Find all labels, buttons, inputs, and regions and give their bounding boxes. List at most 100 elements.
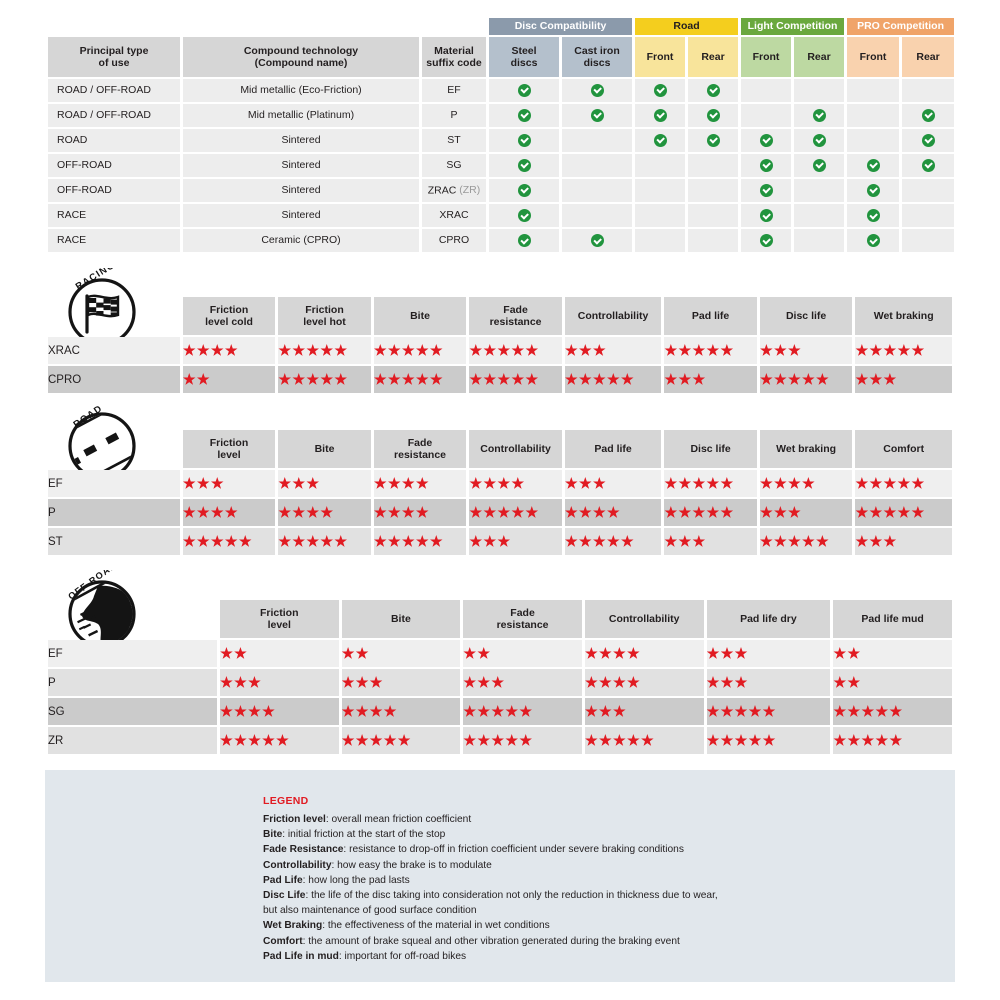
star-icon xyxy=(585,647,598,659)
star-icon xyxy=(196,344,210,356)
star-icon xyxy=(869,373,883,385)
cell-compound-technology: Mid metallic (Platinum) xyxy=(183,104,419,127)
star-icon xyxy=(210,535,224,547)
star-icon xyxy=(511,506,525,518)
star-icon xyxy=(430,373,443,385)
star-icon xyxy=(278,506,291,518)
star-rating xyxy=(463,676,582,689)
cell-compatible xyxy=(489,204,559,228)
cell-principal-type: OFF-ROAD xyxy=(48,179,180,203)
offroad-rating-cell xyxy=(463,669,582,696)
check-icon xyxy=(706,133,720,147)
star-rating xyxy=(463,647,582,660)
racing-rating-cell xyxy=(182,366,276,393)
star-icon xyxy=(505,734,518,746)
legend-text: : the effectiveness of the material in w… xyxy=(322,920,550,932)
star-rating xyxy=(664,535,757,548)
cast-iron-discs-header: Cast iron discs xyxy=(562,37,633,77)
star-icon xyxy=(734,676,748,688)
star-icon xyxy=(911,506,925,518)
cell-material-suffix-code: XRAC xyxy=(422,204,486,228)
star-icon xyxy=(585,734,598,746)
star-icon xyxy=(477,647,490,659)
cell-compatible xyxy=(635,104,686,127)
road-rating-cell xyxy=(182,499,276,526)
table-row: ROAD / OFF-ROAD Mid metallic (Eco-Frictio… xyxy=(48,79,955,102)
legend-entry: Pad Life in mud: important for off-road … xyxy=(263,949,883,964)
check-icon xyxy=(590,83,604,97)
star-icon xyxy=(416,373,429,385)
material-suffix-header: Material suffix code xyxy=(422,37,486,77)
star-rating xyxy=(833,705,952,718)
star-icon xyxy=(463,676,476,688)
star-rating xyxy=(374,535,467,548)
star-icon xyxy=(388,477,401,489)
racing-rating-cell xyxy=(564,366,662,393)
star-icon xyxy=(897,506,911,518)
table-row: RACE Sintered XRAC xyxy=(48,204,955,228)
star-icon xyxy=(774,477,787,489)
offroad-row-label: EF xyxy=(48,640,217,667)
star-icon xyxy=(706,734,720,746)
racing-header-row: Friction level cold Friction level hot Bite F… xyxy=(48,297,952,335)
star-icon xyxy=(720,344,734,356)
star-icon xyxy=(511,373,525,385)
cell-not-compatible xyxy=(902,179,955,203)
legend-text: : the amount of brake squeal and other v… xyxy=(302,935,680,947)
cell-compound-technology: Sintered xyxy=(183,129,419,152)
compound-technology-header: Compound technology (Compound name) xyxy=(183,37,419,77)
cell-principal-type: RACE xyxy=(48,229,180,253)
star-rating xyxy=(585,705,704,718)
racing-column-header: Bite xyxy=(373,297,467,335)
star-rating xyxy=(565,477,662,490)
racing-row-label: CPRO xyxy=(48,366,180,393)
star-icon xyxy=(607,535,620,547)
cell-not-compatible xyxy=(741,104,792,127)
star-rating xyxy=(278,344,371,357)
legend-entry: Pad Life: how long the pad lasts xyxy=(263,873,883,888)
star-icon xyxy=(760,373,773,385)
star-icon xyxy=(599,676,612,688)
star-icon xyxy=(579,477,592,489)
cell-compatible xyxy=(688,129,739,152)
road-rating-cell xyxy=(564,470,662,497)
star-icon xyxy=(593,506,606,518)
star-icon xyxy=(788,535,801,547)
star-icon xyxy=(306,344,319,356)
star-icon xyxy=(802,535,815,547)
cell-compatible xyxy=(562,104,633,127)
cell-compatible xyxy=(688,104,739,127)
star-icon xyxy=(678,506,692,518)
check-icon xyxy=(866,158,880,172)
star-icon xyxy=(734,734,748,746)
offroad-column-header: Pad life mud xyxy=(833,600,952,638)
legend-entry: Comfort: the amount of brake squeal and … xyxy=(263,934,883,949)
star-icon xyxy=(224,506,238,518)
table-row: XRAC xyxy=(48,337,952,364)
cell-compatible xyxy=(635,79,686,102)
star-icon xyxy=(402,344,415,356)
racing-rating-cell xyxy=(182,337,276,364)
cell-compound-technology: Sintered xyxy=(183,179,419,203)
star-icon xyxy=(491,734,504,746)
cell-compatible xyxy=(635,129,686,152)
cell-compatible xyxy=(741,179,792,203)
star-icon xyxy=(579,373,592,385)
star-rating xyxy=(469,535,562,548)
road-column-header: Disc life xyxy=(664,430,757,468)
check-icon xyxy=(590,234,604,247)
road-rating-cell xyxy=(469,528,562,555)
cell-compatible xyxy=(741,129,792,152)
offroad-column-header: Fade resistance xyxy=(463,600,582,638)
offroad-rating-cell xyxy=(341,727,461,754)
cell-not-compatible xyxy=(688,229,739,253)
star-icon xyxy=(720,676,734,688)
star-icon xyxy=(483,373,497,385)
star-icon xyxy=(355,734,369,746)
legend-text: : initial friction at the start of the s… xyxy=(282,829,446,841)
check-icon xyxy=(759,158,773,172)
cell-principal-type: ROAD / OFF-ROAD xyxy=(48,104,180,127)
star-icon xyxy=(760,506,773,518)
cell-not-compatible xyxy=(635,179,686,203)
star-icon xyxy=(593,373,606,385)
